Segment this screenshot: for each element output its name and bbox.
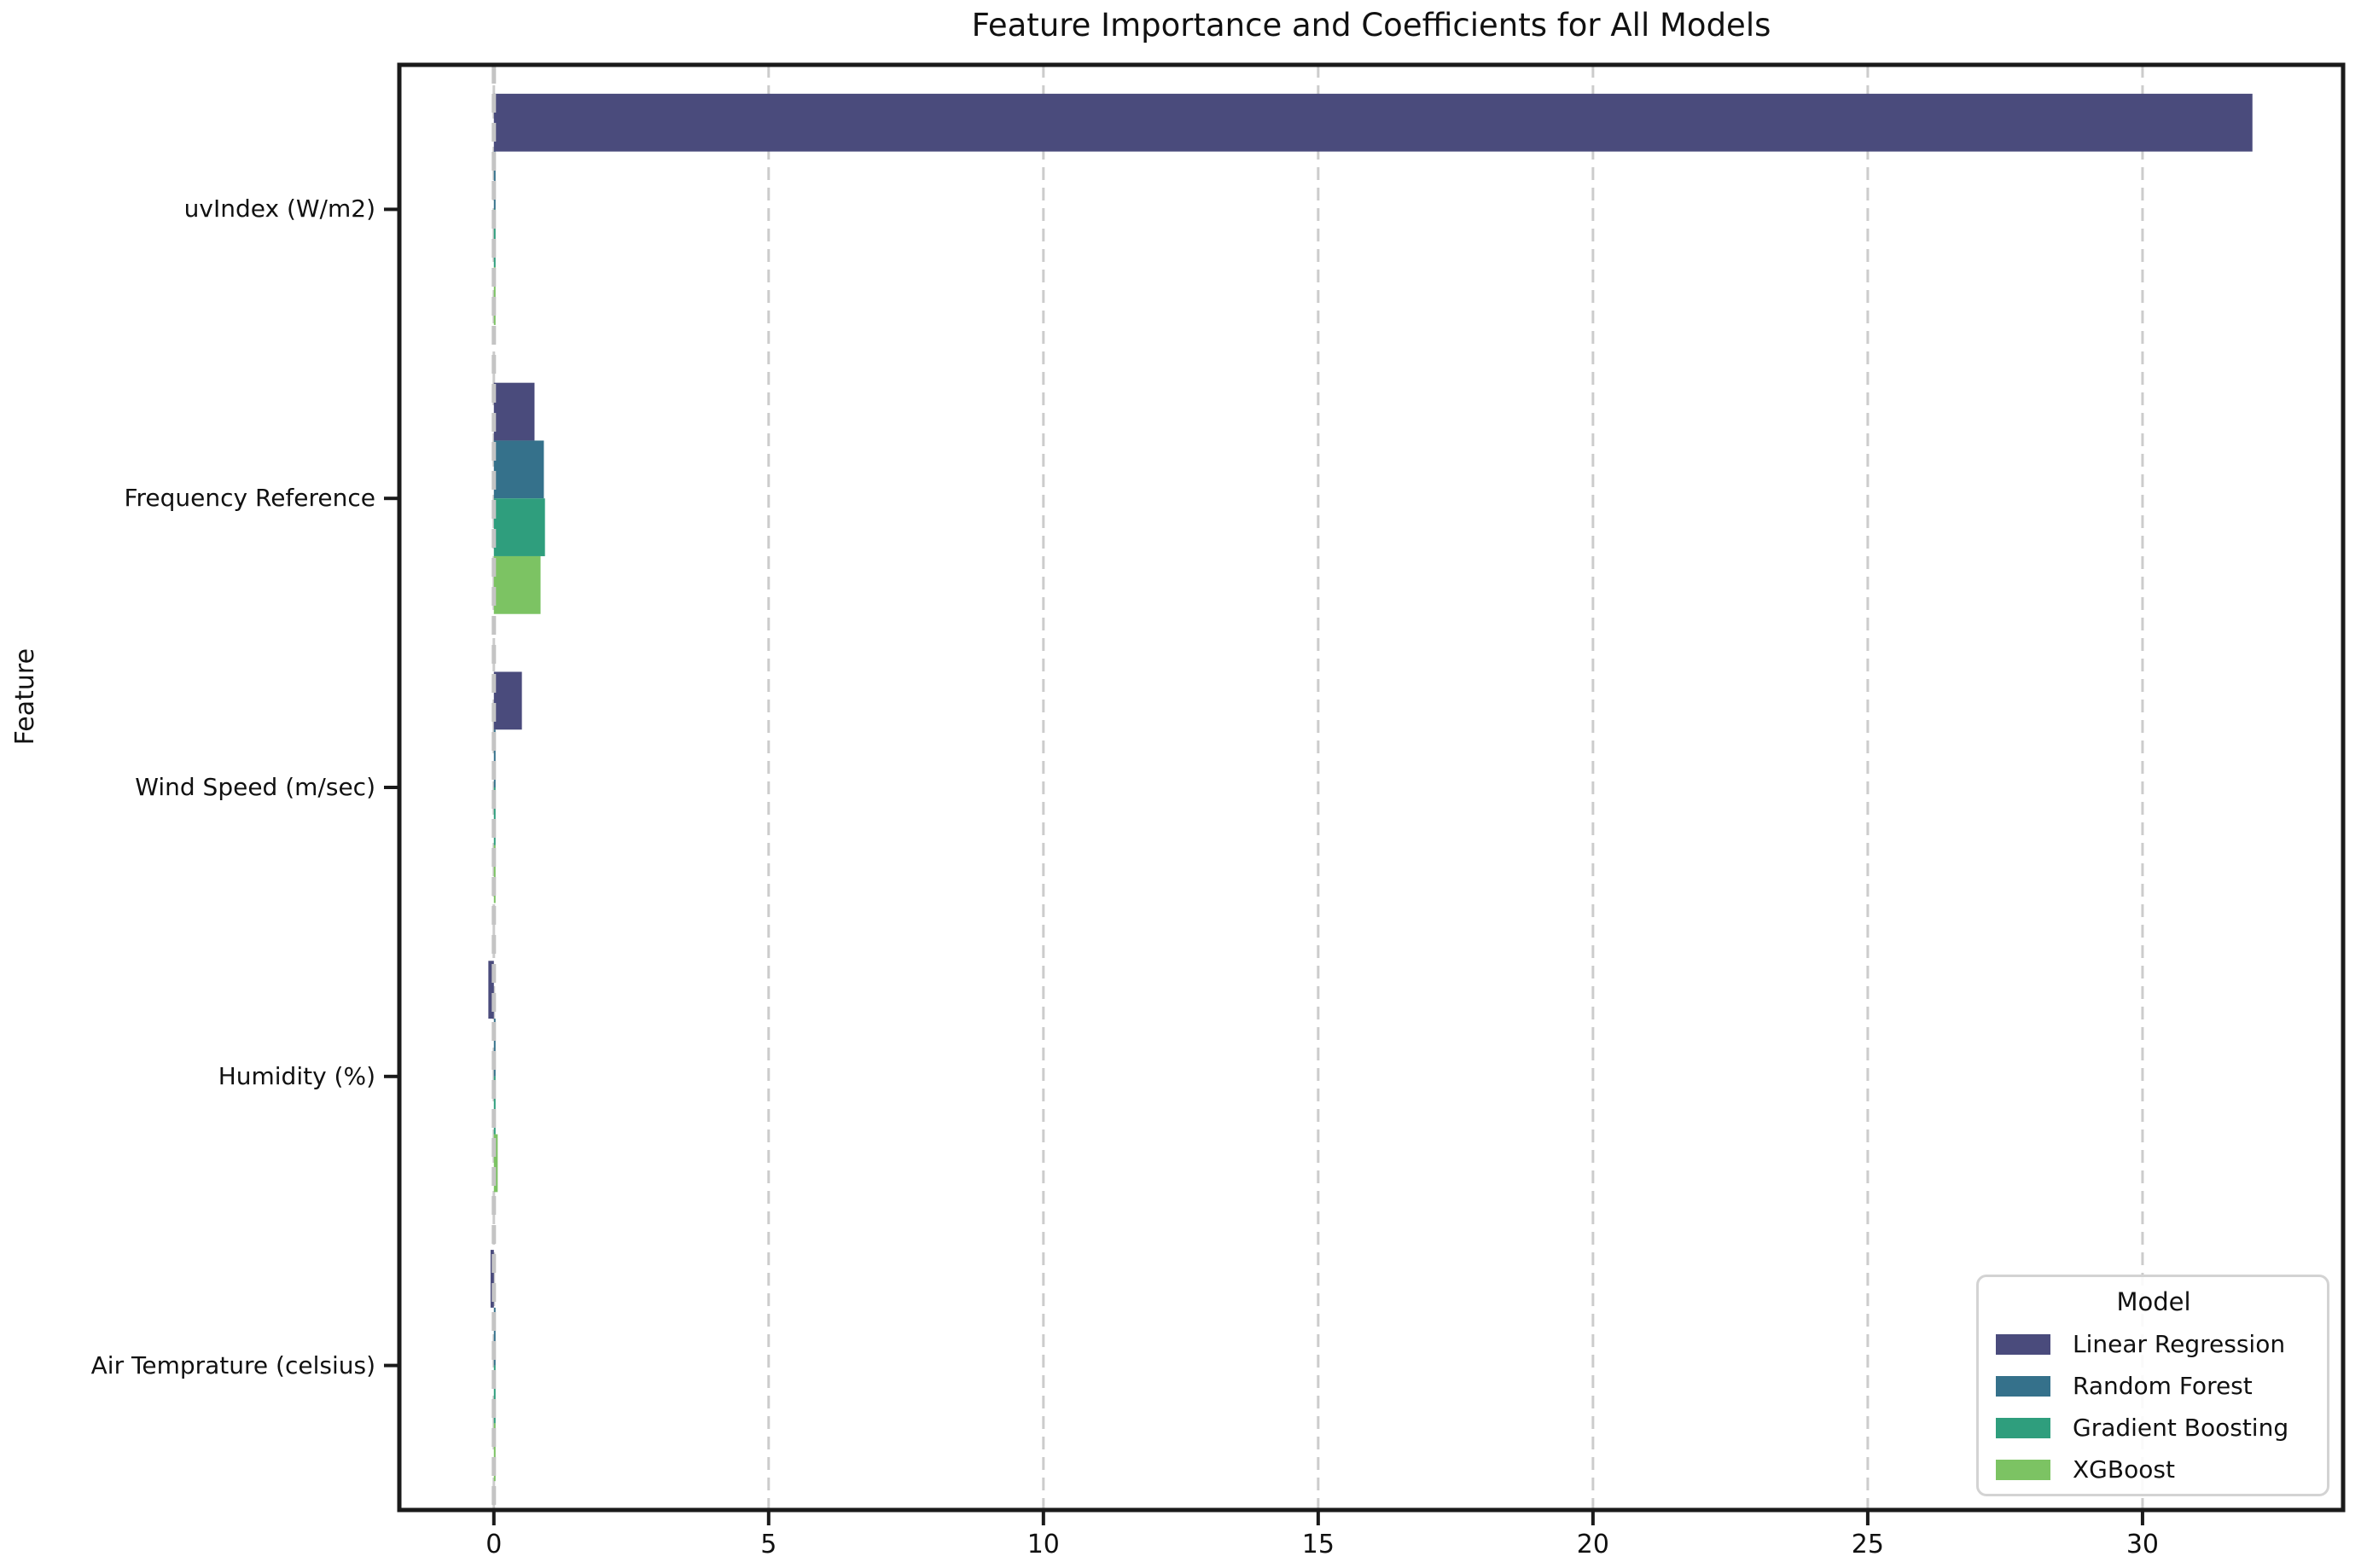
- bar-xgboost-cat0: [493, 267, 496, 325]
- bar-gradient-boosting-cat1: [493, 498, 545, 556]
- y-tick-label-1: Frequency Reference: [124, 484, 375, 513]
- legend-title: Model: [2116, 1287, 2191, 1316]
- bar-random-forest-cat4: [493, 1307, 496, 1366]
- legend-item-xgboost: XGBoost: [1996, 1449, 2312, 1490]
- bar-random-forest-cat2: [493, 729, 496, 787]
- legend-item-linear-regression: Linear Regression: [1996, 1323, 2312, 1365]
- legend-item-gradient-boosting: Gradient Boosting: [1996, 1407, 2312, 1449]
- legend-swatch-icon: [1996, 1375, 2050, 1397]
- bar-random-forest-cat0: [493, 151, 496, 210]
- x-tick-label-0: 0: [486, 1530, 503, 1559]
- x-tick-label-10: 10: [1026, 1530, 1060, 1559]
- bar-xgboost-cat4: [493, 1423, 496, 1482]
- bar-xgboost-cat2: [493, 845, 496, 903]
- y-tick-label-4: Air Temprature (celsius): [90, 1350, 375, 1379]
- x-tick-label-25: 25: [1851, 1530, 1884, 1559]
- y-tick-label-2: Wind Speed (m/sec): [135, 773, 375, 801]
- bar-linear-regression-cat2: [493, 671, 522, 730]
- bar-linear-regression-cat0: [493, 93, 2253, 152]
- legend-rows: Linear Regression Random Forest Gradient B…: [1996, 1323, 2312, 1490]
- x-tick-label-5: 5: [760, 1530, 777, 1559]
- bar-gradient-boosting-cat3: [493, 1076, 496, 1135]
- x-tick-label-15: 15: [1301, 1530, 1335, 1559]
- y-tick-label-0: uvIndex (W/m2): [183, 195, 375, 224]
- legend-item-random-forest: Random Forest: [1996, 1365, 2312, 1407]
- x-tick-label-20: 20: [1576, 1530, 1609, 1559]
- legend-label: Gradient Boosting: [2073, 1414, 2289, 1442]
- legend-label: Random Forest: [2073, 1372, 2253, 1400]
- y-tick-label-3: Humidity (%): [218, 1061, 375, 1090]
- legend-swatch-icon: [1996, 1417, 2050, 1438]
- legend-label: Linear Regression: [2073, 1330, 2286, 1358]
- bar-random-forest-cat3: [493, 1019, 496, 1077]
- bar-linear-regression-cat4: [490, 1250, 494, 1308]
- chart-title: Feature Importance and Coefficients for …: [971, 7, 1771, 44]
- bar-xgboost-cat1: [493, 555, 541, 614]
- bar-gradient-boosting-cat0: [493, 209, 496, 268]
- legend-label: XGBoost: [2073, 1455, 2175, 1484]
- bar-linear-regression-cat1: [493, 382, 535, 441]
- legend-swatch-icon: [1996, 1459, 2050, 1480]
- legend: Model Linear Regression Random Forest Grad…: [1976, 1275, 2329, 1496]
- bar-gradient-boosting-cat4: [493, 1365, 496, 1424]
- bar-xgboost-cat3: [493, 1134, 498, 1193]
- bar-linear-regression-cat3: [488, 961, 494, 1019]
- bar-gradient-boosting-cat2: [493, 787, 496, 845]
- axes-spines: [397, 62, 2346, 1513]
- legend-swatch-icon: [1996, 1333, 2050, 1355]
- x-tick-label-30: 30: [2126, 1530, 2160, 1559]
- bar-random-forest-cat1: [493, 440, 544, 499]
